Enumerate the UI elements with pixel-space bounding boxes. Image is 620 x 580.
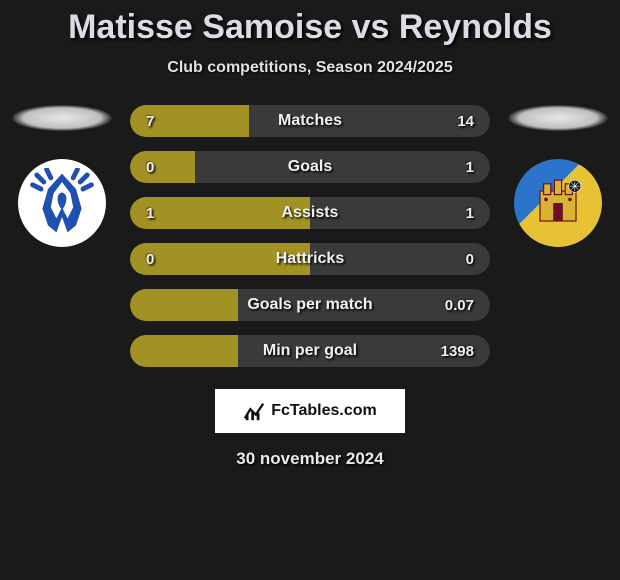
stats-bars: 7Matches14 0Goals1 1Assists1 0Hattricks0 Goa… [130, 105, 490, 367]
player-shadow-left [12, 105, 112, 131]
indian-head-icon [27, 168, 97, 238]
bar-labels: Goals per match0.07 [130, 289, 490, 321]
player-shadow-right [508, 105, 608, 131]
subtitle: Club competitions, Season 2024/2025 [0, 59, 620, 77]
date-label: 30 november 2024 [0, 449, 620, 469]
stat-name: Goals per match [130, 296, 490, 314]
left-column [12, 105, 112, 247]
club-crest-right [514, 159, 602, 247]
stat-name: Assists [130, 204, 490, 222]
bar-labels: Min per goal1398 [130, 335, 490, 367]
stat-name: Hattricks [130, 250, 490, 268]
bar-labels: 0Hattricks0 [130, 243, 490, 275]
comparison-widget: Matisse Samoise vs Reynolds Club competi… [0, 0, 620, 469]
castle-crest-icon [528, 173, 588, 233]
chart-icon [243, 400, 265, 422]
club-crest-left [18, 159, 106, 247]
stat-name: Min per goal [130, 342, 490, 360]
bar-labels: 1Assists1 [130, 197, 490, 229]
right-column [508, 105, 608, 247]
bar-labels: 0Goals1 [130, 151, 490, 183]
stat-name: Matches [130, 112, 490, 130]
page-title: Matisse Samoise vs Reynolds [0, 8, 620, 47]
stat-row: 0Hattricks0 [130, 243, 490, 275]
content-row: 7Matches14 0Goals1 1Assists1 0Hattricks0 Goa… [0, 105, 620, 367]
stat-row: Min per goal1398 [130, 335, 490, 367]
source-badge: FcTables.com [215, 389, 405, 433]
stat-row: 0Goals1 [130, 151, 490, 183]
stat-row: 1Assists1 [130, 197, 490, 229]
stat-name: Goals [130, 158, 490, 176]
bar-labels: 7Matches14 [130, 105, 490, 137]
source-label: FcTables.com [271, 402, 377, 420]
stat-row: 7Matches14 [130, 105, 490, 137]
stat-row: Goals per match0.07 [130, 289, 490, 321]
